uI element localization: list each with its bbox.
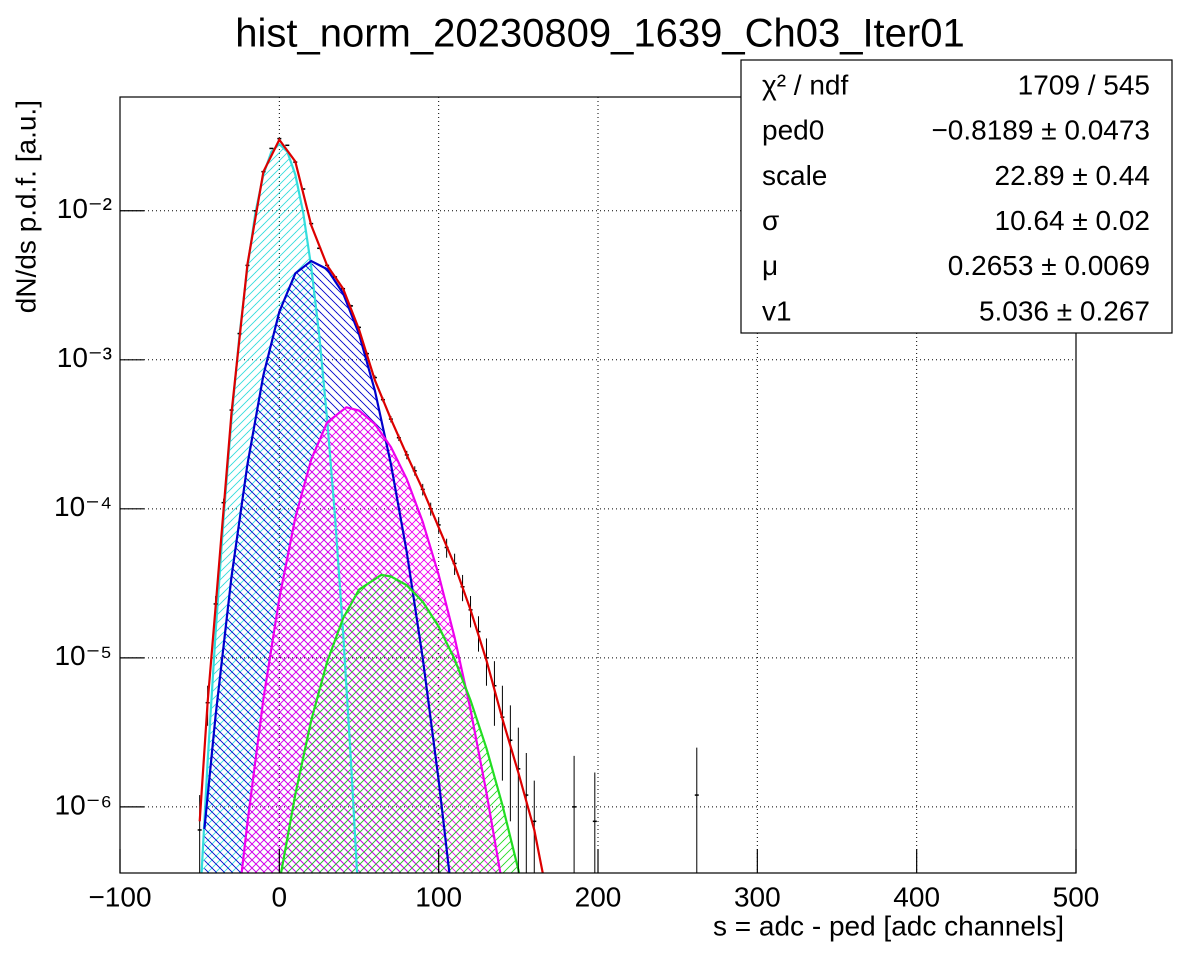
chart-title: hist_norm_20230809_1639_Ch03_Iter01 [235,12,964,56]
stat-label: v1 [762,295,792,326]
y-tick-label: 10⁻⁵ [54,640,112,671]
x-tick-label: 100 [415,881,462,912]
stats-box: χ² / ndf 1709 / 545 ped0 −0.8189 ± 0.0473 sc… [740,59,1173,334]
stat-value: 22.89 ± 0.44 [995,160,1151,191]
component-curve [279,573,521,873]
fit-curve [198,137,544,873]
y-tick-label: 10⁻³ [57,342,112,373]
stats-frame [740,59,1173,334]
x-tick-label: 400 [893,881,940,912]
stat-value: 1709 / 545 [1018,69,1150,100]
stat-value: −0.8189 ± 0.0473 [931,115,1150,146]
x-axis-title: s = adc - ped [adc channels] [713,910,1064,941]
stat-value: 0.2653 ± 0.0069 [948,250,1150,281]
x-tick-label: 500 [1053,881,1100,912]
stat-label: μ [762,250,778,281]
x-tick-label: −100 [88,881,151,912]
y-axis-title: dN/ds p.d.f. [a.u.] [10,100,41,313]
stat-value: 5.036 ± 0.267 [979,295,1150,326]
x-tick-label: 200 [575,881,622,912]
y-tick-label: 10⁻⁶ [55,789,112,820]
plot-area [197,137,699,873]
x-tick-label: 300 [734,881,781,912]
y-tick-label: 10⁻⁴ [54,491,112,522]
stat-label: scale [762,160,827,191]
y-tick-label: 10⁻² [57,193,112,224]
axes: −100 0 100 200 300 400 500 10⁻⁶ 10⁻⁵ 10⁻⁴ 10⁻³ 10⁻² [54,193,1099,912]
stat-label: σ [762,205,779,236]
x-tick-label: 0 [272,881,288,912]
component-curve [203,259,451,873]
stat-label: ped0 [762,115,824,146]
component-curve [240,406,502,873]
stat-value: 10.64 ± 0.02 [995,205,1151,236]
component-area [281,574,520,873]
stat-label: χ² / ndf [762,69,849,100]
